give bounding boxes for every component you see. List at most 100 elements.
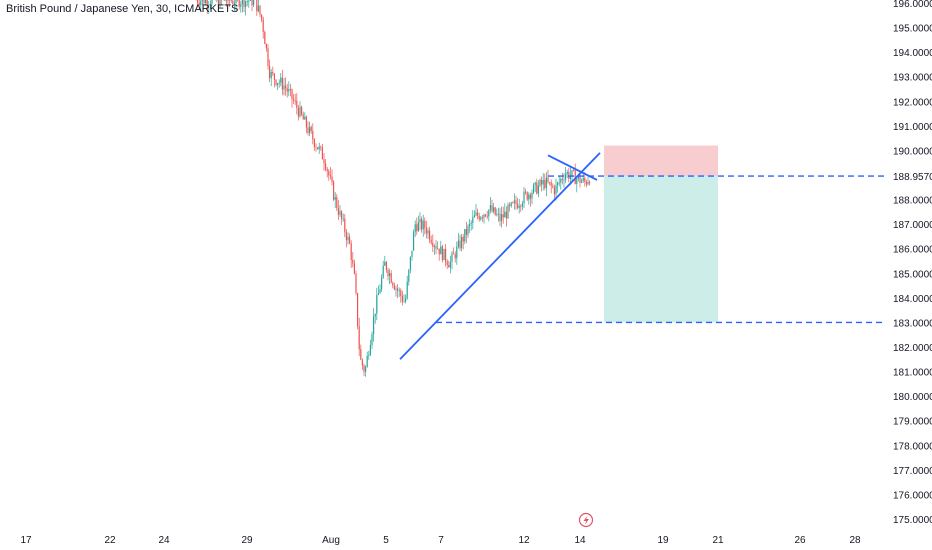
candle-body xyxy=(557,182,559,186)
candle-body xyxy=(293,99,295,101)
candle-body xyxy=(374,313,376,317)
candle-body xyxy=(467,225,469,235)
candle-body xyxy=(502,214,504,218)
candle-body xyxy=(294,100,296,102)
candle-body xyxy=(273,73,275,80)
candle-body xyxy=(233,3,235,5)
candle-body xyxy=(257,5,259,12)
candle-body xyxy=(363,365,365,372)
candle-body xyxy=(411,250,413,257)
price-tick-label: 187.00000 xyxy=(893,220,932,231)
time-tick-label: 17 xyxy=(20,535,32,546)
candle-body xyxy=(477,212,479,216)
chart-drawings[interactable] xyxy=(399,152,886,360)
candle-body xyxy=(320,146,322,148)
candle-body xyxy=(457,240,459,247)
candle-body xyxy=(483,214,485,218)
candle-body xyxy=(448,264,450,268)
candle-body xyxy=(422,220,424,230)
price-tick-label: 186.00000 xyxy=(893,245,932,256)
candle-body xyxy=(310,126,312,131)
candle-body xyxy=(587,181,589,185)
stop-loss-zone[interactable] xyxy=(604,145,718,177)
candle-body xyxy=(297,108,299,117)
candle-body xyxy=(366,355,368,367)
time-tick-label: 5 xyxy=(383,535,389,546)
time-tick-label: 28 xyxy=(849,535,861,546)
candle-body xyxy=(269,66,271,79)
ascending-trendline[interactable] xyxy=(399,152,601,360)
price-tick-label: 182.00000 xyxy=(893,343,932,354)
candle-body xyxy=(435,246,437,249)
price-axis[interactable]: 175.00000 176.00000 177.00000 178.00000 179.… xyxy=(893,0,932,526)
candle-body xyxy=(440,246,442,255)
candle-body xyxy=(281,77,283,90)
candle-body xyxy=(224,0,226,1)
candle-body xyxy=(304,116,306,120)
position-zones[interactable] xyxy=(604,145,718,323)
candle-body xyxy=(497,213,499,215)
candle-body xyxy=(373,316,375,335)
candle-body xyxy=(248,0,250,2)
candle-body xyxy=(401,296,403,302)
candle-body xyxy=(585,181,587,185)
candle-body xyxy=(475,212,477,216)
candle-body xyxy=(261,14,263,20)
candle-body xyxy=(365,366,367,372)
candle-body xyxy=(446,261,448,265)
candle-body xyxy=(245,1,247,7)
candle-body xyxy=(433,246,435,247)
time-tick-label: 21 xyxy=(712,535,724,546)
candle-body xyxy=(243,0,245,7)
candle-body xyxy=(197,0,199,3)
candle-body xyxy=(267,48,269,67)
candle-body xyxy=(331,176,333,182)
candle-body xyxy=(270,72,272,79)
candle-body xyxy=(512,202,514,204)
candle-body xyxy=(353,263,355,274)
candle-body xyxy=(560,178,562,183)
event-marker[interactable] xyxy=(578,512,594,528)
time-tick-label: 14 xyxy=(574,535,586,546)
candle-body xyxy=(384,261,386,266)
candle-body xyxy=(371,334,373,346)
candle-body xyxy=(573,170,575,171)
price-tick-label: 178.00000 xyxy=(893,441,932,452)
candle-body xyxy=(459,240,461,249)
candle-body xyxy=(395,288,397,290)
candle-body xyxy=(277,83,279,85)
price-tick-label: 177.00000 xyxy=(893,466,932,477)
candle-body xyxy=(480,217,482,220)
candle-body xyxy=(217,0,219,6)
candle-body xyxy=(398,290,400,292)
candle-body xyxy=(232,0,234,4)
candle-body xyxy=(571,170,573,176)
candle-body xyxy=(302,114,304,120)
take-profit-zone[interactable] xyxy=(604,176,718,323)
candle-body xyxy=(441,246,443,261)
candle-body xyxy=(283,85,285,90)
candle-body xyxy=(489,205,491,210)
candle-body xyxy=(326,168,328,172)
candle-body xyxy=(547,177,549,183)
time-axis[interactable]: 17 22 24 29 Aug 5 7 12 14 19 21 26 28 xyxy=(20,535,861,546)
time-tick-label: 7 xyxy=(438,535,444,546)
candle-body xyxy=(361,359,363,366)
price-tick-label: 179.00000 xyxy=(893,417,932,428)
candle-body xyxy=(227,0,229,2)
candle-body xyxy=(453,253,455,255)
candle-body xyxy=(389,273,391,277)
candle-body xyxy=(251,0,253,6)
candle-body xyxy=(582,177,584,181)
candle-body xyxy=(553,187,555,195)
candle-body xyxy=(349,236,351,244)
candle-body xyxy=(414,224,416,233)
candle-body xyxy=(488,209,490,217)
candle-body xyxy=(449,261,451,268)
time-tick-label: Aug xyxy=(322,535,340,546)
candle-body xyxy=(390,273,392,283)
candle-body xyxy=(334,197,336,200)
candle-body xyxy=(427,230,429,234)
candle-body xyxy=(526,192,528,200)
